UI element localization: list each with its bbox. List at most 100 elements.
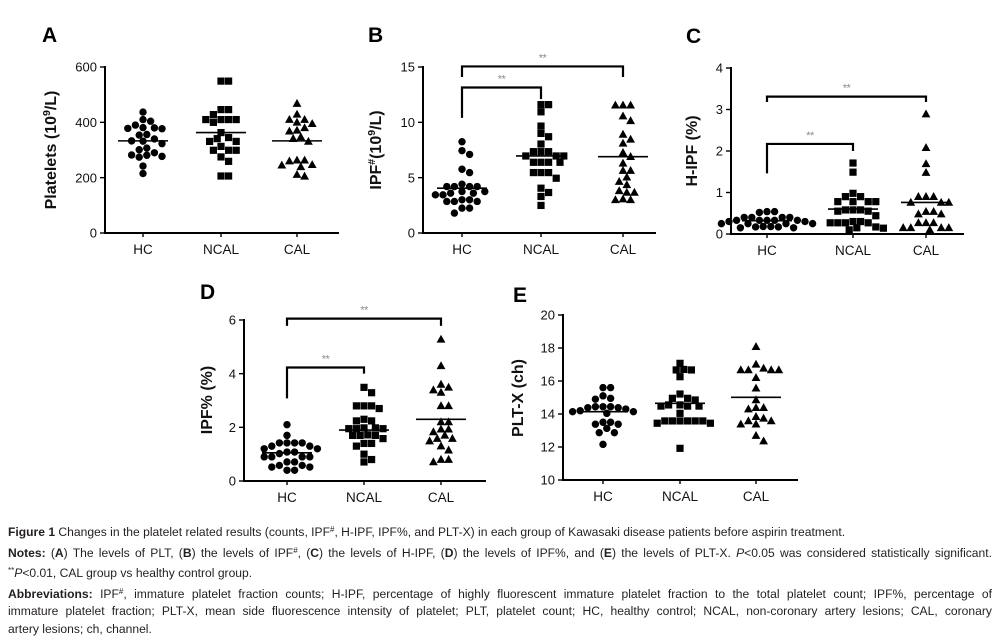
ncal-data-point <box>849 206 857 214</box>
cal-data-point <box>425 436 434 445</box>
series-cal <box>598 100 648 204</box>
ncal-data-point <box>537 184 545 192</box>
hc-data-point <box>595 428 603 437</box>
cal-data-point <box>300 155 309 164</box>
hc-data-point <box>275 439 284 447</box>
hc-data-point <box>268 463 276 471</box>
hc-data-point <box>458 146 466 155</box>
significance-bracket <box>460 86 543 118</box>
hc-data-point <box>778 213 786 222</box>
x-category-label: NCAL <box>346 490 383 505</box>
panel-letter: E <box>513 284 527 307</box>
ncal-data-point <box>537 101 545 109</box>
hc-data-point <box>268 453 276 461</box>
y-axis-label-text: /L) <box>43 91 60 111</box>
cal-data-point <box>929 206 938 215</box>
cal-data-point <box>618 165 628 174</box>
ncal-data-point <box>857 193 865 201</box>
ncal-data-point <box>657 402 665 410</box>
ncal-data-point <box>360 450 368 458</box>
ncal-data-point <box>232 115 240 124</box>
hc-data-point <box>465 150 474 159</box>
y-tick-label: 4 <box>229 366 236 381</box>
cal-data-point <box>296 162 306 171</box>
cal-data-point <box>925 225 935 234</box>
y-axis-label: IPF% (%) <box>199 366 216 434</box>
series-ncal <box>196 77 246 180</box>
cal-data-point <box>936 209 946 218</box>
hc-data-point <box>591 420 600 428</box>
hc-data-point <box>275 449 284 458</box>
cal-data-point <box>626 165 635 174</box>
cal-data-point <box>292 98 302 107</box>
x-category-label: NCAL <box>835 243 872 258</box>
ncal-data-point <box>857 206 865 214</box>
cal-data-point <box>440 430 450 439</box>
cal-data-point <box>744 404 753 413</box>
caption-bold-text: Figure 1 <box>8 525 56 539</box>
hc-data-point <box>139 115 147 124</box>
panel-letter: B <box>368 24 383 47</box>
y-tick-label: 200 <box>75 170 97 185</box>
ncal-data-point <box>834 198 842 206</box>
panel-b: B 0 5 10 15 HC NCAL CAL IPF#(109/L) ** ** <box>366 24 656 257</box>
cal-data-point <box>622 172 632 181</box>
cal-data-point <box>436 401 446 410</box>
ncal-data-point <box>360 402 368 410</box>
hc-data-point <box>801 217 809 226</box>
ncal-data-point <box>668 394 676 402</box>
cal-data-point <box>436 417 446 426</box>
ncal-data-point <box>691 396 699 404</box>
hc-data-point <box>446 189 455 197</box>
cal-data-point <box>436 441 446 450</box>
cal-data-point <box>921 192 931 200</box>
cal-data-point <box>296 132 306 141</box>
cal-data-point <box>751 373 761 381</box>
ncal-data-point <box>872 198 880 206</box>
ncal-data-point <box>371 431 379 439</box>
series-cal <box>416 334 466 466</box>
ncal-data-point <box>545 188 553 197</box>
caption-line-content: Notes: (A) The levels of PLT, (B) the le… <box>8 546 992 560</box>
hc-data-point <box>127 151 136 159</box>
hc-data-point <box>614 404 622 412</box>
hc-data-point <box>135 153 143 161</box>
ncal-data-point <box>676 359 684 367</box>
significance-bracket <box>285 366 366 399</box>
hc-data-point <box>458 165 466 173</box>
hc-data-point <box>458 187 466 196</box>
hc-data-point <box>260 453 268 461</box>
x-category-label: HC <box>593 489 613 504</box>
hc-data-point <box>793 216 802 225</box>
caption-bold-text: D <box>444 545 454 560</box>
cal-data-point <box>285 156 294 165</box>
ncal-data-point <box>232 146 240 154</box>
caption-text: , immature platelet fraction counts; H-I… <box>123 586 992 601</box>
cal-data-point <box>444 454 453 463</box>
hc-data-point <box>124 124 132 133</box>
ncal-data-point <box>653 419 661 427</box>
cal-data-point <box>906 223 916 232</box>
ncal-data-point <box>834 219 842 227</box>
ncal-data-point <box>872 223 880 231</box>
y-axis-label: PLT-X (ch) <box>510 359 527 437</box>
hc-data-point <box>599 392 607 400</box>
ncal-data-point <box>691 417 699 425</box>
caption-text: Changes in the platelet related results … <box>55 525 330 539</box>
hc-data-point <box>306 453 314 461</box>
hc-data-point <box>458 180 466 188</box>
y-tick-label: 3 <box>716 102 723 117</box>
hc-data-point <box>275 461 284 470</box>
ncal-data-point <box>684 402 692 410</box>
hc-data-point <box>576 407 584 415</box>
ncal-data-point <box>379 435 387 443</box>
ncal-data-point <box>225 172 233 180</box>
caption-text: immature platelet fraction; PLT-X, mean … <box>8 604 992 619</box>
ncal-data-point <box>537 148 545 156</box>
hc-data-point <box>283 466 291 474</box>
ncal-data-point <box>684 417 692 425</box>
hc-data-point <box>131 121 140 129</box>
y-tick-label: 12 <box>541 440 555 455</box>
ncal-data-point <box>537 168 545 177</box>
hc-data-point <box>290 458 299 466</box>
